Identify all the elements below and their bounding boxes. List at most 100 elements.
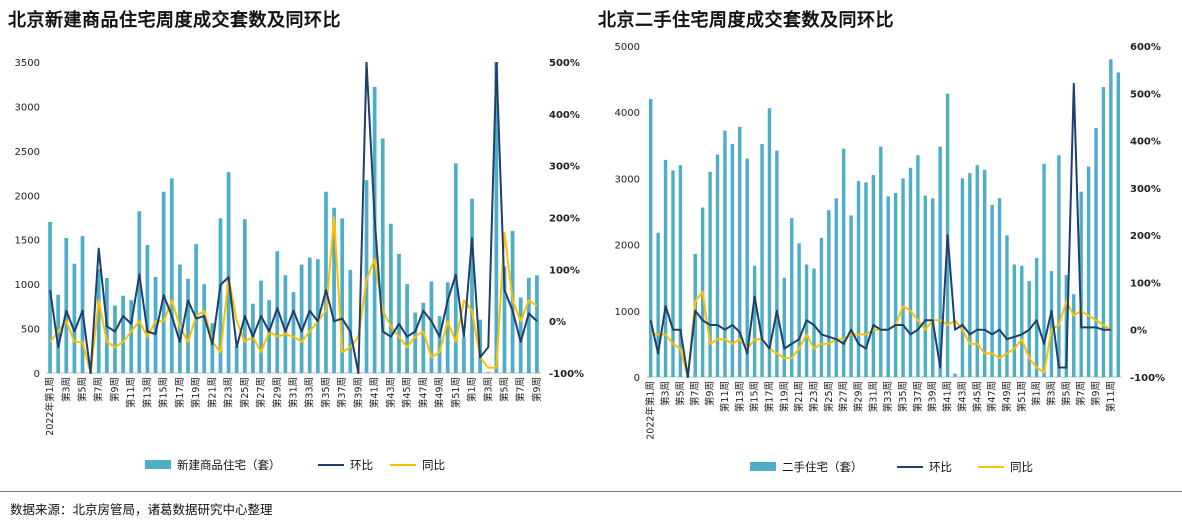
x-tick-label: 第21周 xyxy=(793,381,805,412)
bar-mark xyxy=(960,178,965,377)
bar-mark xyxy=(968,173,972,377)
x-tick-label: 第51周 xyxy=(450,377,462,408)
bar-mark xyxy=(1049,271,1054,377)
bar-mark xyxy=(738,126,742,377)
bar-mark xyxy=(1116,72,1120,377)
bar-mark xyxy=(453,163,458,373)
x-tick-label: 第27周 xyxy=(255,377,267,408)
bar-mark xyxy=(242,219,247,373)
x-tick-label: 第5周 xyxy=(674,381,686,406)
chart-title-new-homes: 北京新建商品住宅周度成交套数及同环比 xyxy=(8,10,341,31)
bar-mark xyxy=(819,237,824,377)
x-tick-label: 第35周 xyxy=(320,377,332,408)
x-tick-label: 第23周 xyxy=(808,381,820,412)
bar-mark xyxy=(1012,264,1017,377)
y-left-tick-label: 500 xyxy=(21,325,40,336)
bar-mark xyxy=(856,181,861,377)
mom-line xyxy=(49,62,538,374)
y-left-tick-label: 1000 xyxy=(15,280,40,291)
bar-mark xyxy=(790,218,794,377)
bar-mark xyxy=(715,154,720,377)
x-tick-label: 第41周 xyxy=(369,377,381,408)
bar-mark xyxy=(1079,191,1083,377)
x-tick-label: 第49周 xyxy=(434,377,446,408)
x-tick-label: 第51周 xyxy=(1016,381,1028,412)
bar-mark xyxy=(129,300,134,373)
bar-mark xyxy=(380,138,385,373)
x-tick-label: 第29周 xyxy=(271,377,283,408)
x-tick-label: 第11周 xyxy=(719,381,731,412)
bar-mark xyxy=(64,237,69,373)
bar-mark xyxy=(307,257,312,373)
bar-mark xyxy=(760,143,764,377)
bar-mark xyxy=(405,284,409,373)
x-tick-label: 第9周 xyxy=(1090,381,1102,406)
x-tick-label: 第39周 xyxy=(352,377,364,408)
bar-mark xyxy=(72,263,77,373)
bar-mark xyxy=(990,204,994,377)
x-tick-label: 第25周 xyxy=(823,381,835,412)
y-left-tick-label: 3000 xyxy=(615,174,640,185)
bar-mark xyxy=(462,337,466,373)
bar-mark xyxy=(502,266,507,373)
bar-mark xyxy=(767,108,772,377)
x-tick-label: 第33周 xyxy=(882,381,894,412)
x-tick-label: 第13周 xyxy=(734,381,746,412)
bar-mark xyxy=(1094,128,1098,377)
bar-mark xyxy=(332,207,336,373)
bar-mark xyxy=(656,232,660,377)
x-tick-label: 第23周 xyxy=(223,377,235,408)
x-tick-label: 第3周 xyxy=(60,377,72,402)
x-tick-label: 第17周 xyxy=(174,377,186,408)
bar-mark xyxy=(218,218,223,373)
x-tick-label: 第37周 xyxy=(912,381,924,412)
y-left-tick-label: 4000 xyxy=(615,108,640,119)
bar-mark xyxy=(908,167,913,377)
bar-mark xyxy=(834,198,838,377)
bar-mark xyxy=(324,191,328,373)
x-tick-label: 第49周 xyxy=(1001,381,1013,412)
bar-mark xyxy=(671,170,675,377)
x-tick-label: 第7周 xyxy=(93,377,105,402)
x-tick-label: 第7周 xyxy=(1075,381,1087,406)
bar-mark xyxy=(723,130,727,377)
x-tick-label: 第17周 xyxy=(763,381,775,412)
bar-mark xyxy=(518,297,523,373)
second-hand-chart: 0 1000 2000 3000 4000 5000 -100% 0% 100% 200% 300%… xyxy=(615,42,1166,474)
bar-mark xyxy=(1034,257,1039,377)
bar-mark xyxy=(48,221,52,373)
x-tick-label: 第47周 xyxy=(417,377,429,408)
x-tick-label: 第15周 xyxy=(158,377,170,408)
bar-mark xyxy=(283,275,288,373)
legend-label: 环比 xyxy=(350,458,373,472)
x-tick-label: 第11周 xyxy=(125,377,137,408)
bar-mark xyxy=(445,282,450,373)
x-tick-label: 第43周 xyxy=(385,377,397,408)
y-left-tick-label: 0 xyxy=(34,369,40,380)
x-tick-label: 第11周 xyxy=(1105,381,1117,412)
x-tick-label: 第45周 xyxy=(971,381,983,412)
y-left-tick-label: 2500 xyxy=(15,147,40,158)
y-right-tick-label: 300% xyxy=(549,162,580,173)
bar-mark xyxy=(267,300,272,373)
bar-mark xyxy=(827,210,831,377)
bar-mark xyxy=(1057,155,1061,377)
bar-mark xyxy=(649,98,653,378)
x-tick-label: 第21周 xyxy=(206,377,218,408)
legend-bar-swatch xyxy=(750,462,776,471)
bar-mark xyxy=(745,158,749,377)
bar-mark xyxy=(782,277,787,377)
bar-mark xyxy=(526,277,531,373)
legend-label: 同比 xyxy=(1010,460,1033,474)
bar-mark xyxy=(997,198,1002,377)
bar-mark xyxy=(389,223,393,373)
x-tick-label: 第19周 xyxy=(190,377,202,408)
bar-mark xyxy=(1072,294,1076,377)
bar-mark xyxy=(96,269,101,373)
x-tick-label: 第45周 xyxy=(401,377,413,408)
bar-mark xyxy=(486,372,491,373)
bar-mark xyxy=(397,253,401,373)
y-left-tick-label: 0 xyxy=(634,373,640,384)
x-tick-label: 第31周 xyxy=(867,381,879,412)
bar-mark xyxy=(1101,87,1106,377)
